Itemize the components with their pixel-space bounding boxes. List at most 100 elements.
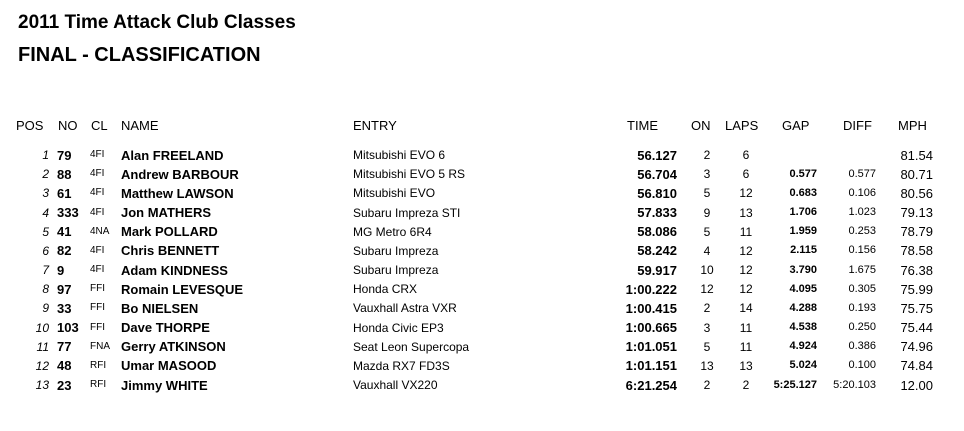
cell-entry: Seat Leon Supercopa bbox=[353, 339, 470, 354]
cell-diff: 1.675 bbox=[848, 263, 876, 276]
cell-laps: 12 bbox=[739, 282, 753, 297]
cell-mph: 78.79 bbox=[900, 224, 933, 240]
cell-mph: 80.56 bbox=[900, 185, 933, 201]
column-header: NAME bbox=[121, 118, 159, 133]
cell-no: 41 bbox=[57, 224, 72, 240]
cell-laps: 2 bbox=[742, 378, 750, 393]
cell-mph: 75.44 bbox=[900, 320, 933, 336]
cell-on: 2 bbox=[703, 148, 711, 162]
cell-time: 56.704 bbox=[637, 166, 677, 182]
cell-no: 103 bbox=[57, 320, 79, 336]
cell-cl: 4FI bbox=[90, 206, 105, 218]
title: 2011 Time Attack Club Classes bbox=[18, 12, 296, 33]
cell-on: 5 bbox=[703, 339, 711, 354]
cell-time: 1:01.151 bbox=[625, 358, 677, 374]
cell-cl: FNA bbox=[90, 340, 110, 352]
cell-on: 2 bbox=[703, 301, 711, 316]
cell-diff: 0.253 bbox=[848, 225, 876, 238]
cell-gap: 1.959 bbox=[789, 225, 817, 238]
cell-time: 56.810 bbox=[637, 185, 677, 201]
cell-time: 57.833 bbox=[637, 205, 677, 220]
cell-cl: FFI bbox=[90, 302, 105, 314]
cell-diff: 0.386 bbox=[848, 340, 876, 353]
cell-gap: 4.924 bbox=[789, 340, 817, 353]
cell-mph: 81.54 bbox=[900, 147, 933, 163]
cell-cl: 4FI bbox=[90, 149, 105, 160]
cell-diff: 0.106 bbox=[848, 186, 876, 199]
cell-time: 58.086 bbox=[637, 224, 677, 240]
cell-no: 88 bbox=[57, 166, 72, 182]
cell-on: 3 bbox=[703, 167, 711, 182]
cell-entry: Subaru Impreza STI bbox=[353, 205, 461, 220]
cell-on: 10 bbox=[700, 263, 714, 278]
column-header: ENTRY bbox=[353, 118, 397, 133]
column-header: NO bbox=[58, 118, 78, 133]
cell-cl: 4FI bbox=[90, 168, 105, 180]
cell-on: 13 bbox=[700, 358, 714, 373]
cell-gap: 4.288 bbox=[789, 301, 817, 314]
cell-entry: Honda CRX bbox=[353, 282, 418, 297]
cell-gap: 4.095 bbox=[789, 282, 817, 295]
cell-on: 2 bbox=[703, 378, 711, 393]
cell-cl: FFI bbox=[90, 321, 105, 333]
cell-name: Adam KINDNESS bbox=[121, 262, 228, 278]
cell-cl: 4FI bbox=[90, 264, 105, 276]
cell-laps: 11 bbox=[739, 320, 753, 335]
column-header: ON bbox=[691, 118, 711, 133]
cell-laps: 6 bbox=[742, 148, 750, 162]
cell-pos: 9 bbox=[42, 301, 49, 316]
cell-diff: 0.305 bbox=[848, 282, 876, 295]
cell-no: 82 bbox=[57, 243, 72, 259]
cell-pos: 4 bbox=[42, 205, 49, 220]
cell-gap: 1.706 bbox=[789, 206, 817, 218]
column-header: LAPS bbox=[725, 118, 759, 133]
cell-name: Andrew BARBOUR bbox=[121, 166, 239, 182]
cell-cl: 4NA bbox=[90, 225, 110, 237]
cell-no: 61 bbox=[57, 185, 72, 201]
cell-time: 1:00.665 bbox=[625, 320, 677, 336]
cell-gap: 3.790 bbox=[789, 263, 817, 276]
cell-diff: 0.250 bbox=[848, 321, 876, 334]
cell-laps: 12 bbox=[739, 243, 753, 258]
cell-pos: 3 bbox=[42, 186, 49, 201]
cell-gap: 4.538 bbox=[789, 321, 817, 334]
cell-name: Mark POLLARD bbox=[121, 224, 218, 240]
cell-cl: RFI bbox=[90, 379, 107, 391]
cell-cl: FFI bbox=[90, 283, 105, 295]
cell-entry: Subaru Impreza bbox=[353, 243, 439, 258]
cell-mph: 75.99 bbox=[900, 281, 933, 297]
cell-diff: 0.193 bbox=[848, 301, 876, 314]
cell-gap: 0.683 bbox=[789, 186, 817, 199]
cell-name: Gerry ATKINSON bbox=[121, 339, 226, 355]
cell-mph: 12.00 bbox=[900, 377, 933, 393]
cell-time: 1:01.051 bbox=[625, 339, 677, 355]
cell-pos: 2 bbox=[42, 167, 49, 182]
cell-diff: 1.023 bbox=[848, 206, 876, 218]
cell-name: Umar MASOOD bbox=[121, 358, 217, 374]
cell-cl: RFI bbox=[90, 359, 107, 371]
cell-on: 4 bbox=[703, 243, 711, 258]
cell-name: Chris BENNETT bbox=[121, 243, 220, 259]
cell-name: Matthew LAWSON bbox=[121, 185, 234, 201]
cell-mph: 80.71 bbox=[900, 166, 933, 182]
cell-pos: 1 bbox=[42, 148, 49, 162]
column-header: DIFF bbox=[843, 118, 872, 133]
cell-time: 1:00.415 bbox=[625, 300, 677, 316]
cell-on: 12 bbox=[700, 282, 714, 297]
cell-cl: 4FI bbox=[90, 244, 105, 256]
cell-diff: 0.100 bbox=[848, 359, 876, 372]
cell-name: Jon MATHERS bbox=[121, 205, 212, 220]
cell-gap: 5.024 bbox=[789, 359, 817, 372]
cell-on: 5 bbox=[703, 224, 711, 239]
cell-diff: 0.156 bbox=[848, 244, 876, 257]
cell-no: 23 bbox=[57, 377, 72, 393]
cell-no: 79 bbox=[57, 147, 72, 163]
cell-time: 59.917 bbox=[637, 262, 677, 278]
cell-time: 1:00.222 bbox=[625, 281, 677, 297]
cell-no: 48 bbox=[57, 358, 72, 374]
cell-on: 5 bbox=[703, 186, 711, 201]
cell-pos: 6 bbox=[42, 243, 49, 258]
cell-gap: 5:25.127 bbox=[773, 378, 817, 391]
cell-laps: 6 bbox=[742, 167, 750, 182]
